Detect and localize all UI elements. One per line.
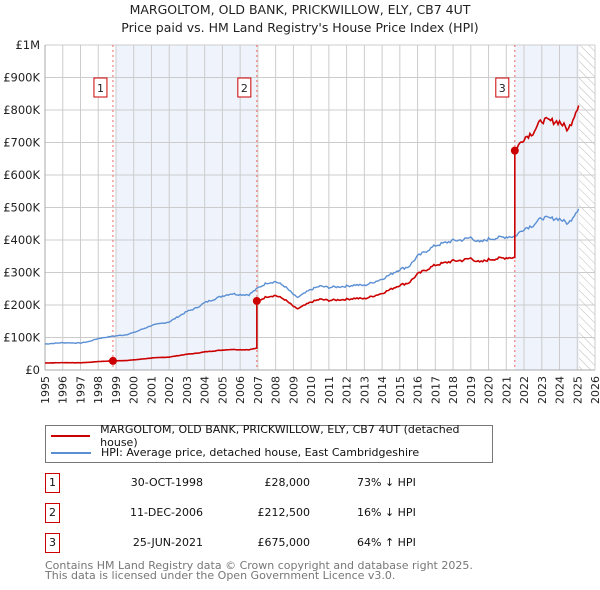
y-tick-label: £100K [3, 331, 40, 345]
transaction-price: £675,000 [257, 536, 311, 549]
x-tick-label: 2016 [412, 376, 425, 404]
x-tick-label: 2006 [234, 376, 247, 404]
transaction-date: 25-JUN-2021 [132, 536, 203, 549]
y-tick-label: £300K [3, 266, 40, 280]
y-tick-label: £500K [3, 201, 40, 215]
legend-swatch-hpi [51, 451, 91, 454]
transaction-price: £28,000 [264, 476, 311, 489]
footer-copyright: Contains HM Land Registry data © Crown c… [45, 559, 473, 572]
transaction-row: 2 11-DEC-2006 £212,500 16% ↓ HPI [45, 503, 465, 523]
chart-subtitle: Price paid vs. HM Land Registry's House … [121, 20, 479, 35]
x-tick-label: 2000 [128, 376, 141, 404]
hpi-line [44, 208, 580, 345]
sale-label-box [495, 77, 510, 98]
transaction-hpi-diff: 73% ↓ HPI [357, 476, 416, 489]
x-tick-label: 2019 [465, 376, 478, 404]
legend: MARGOLTOM, OLD BANK, PRICKWILLOW, ELY, C… [45, 423, 493, 463]
x-tick-label: 2015 [394, 376, 407, 404]
x-tick-label: 2012 [341, 376, 354, 404]
y-tick-label: £600K [3, 168, 40, 182]
y-tick-label: £900K [3, 71, 40, 85]
legend-item-property: MARGOLTOM, OLD BANK, PRICKWILLOW, ELY, C… [46, 423, 492, 449]
x-tick-label: 2008 [270, 376, 283, 404]
sale-label-box [237, 77, 252, 98]
x-tick-label: 2001 [145, 376, 158, 404]
x-tick-label: 2009 [287, 376, 300, 404]
x-tick-label: 2003 [181, 376, 194, 404]
transaction-date: 30-OCT-1998 [130, 476, 203, 489]
chart-title: MARGOLTOM, OLD BANK, PRICKWILLOW, ELY, C… [129, 2, 471, 17]
x-tick-label: 2018 [447, 376, 460, 404]
x-tick-label: 2002 [163, 376, 176, 404]
x-tick-label: 2014 [376, 376, 389, 404]
x-tick-label: 2023 [536, 376, 549, 404]
transaction-hpi-diff: 64% ↑ HPI [357, 536, 416, 549]
legend-label-property: MARGOLTOM, OLD BANK, PRICKWILLOW, ELY, C… [100, 422, 460, 449]
legend-swatch-property [51, 434, 91, 437]
transaction-row: 1 30-OCT-1998 £28,000 73% ↓ HPI [45, 473, 465, 493]
transaction-marker: 1 [45, 473, 60, 493]
y-tick-label: £0 [25, 363, 40, 377]
x-tick-label: 1996 [57, 376, 70, 404]
transaction-marker: 3 [45, 533, 60, 553]
transaction-marker: 2 [45, 503, 60, 523]
sale-point [108, 356, 117, 365]
y-tick-label: £700K [3, 136, 40, 150]
x-tick-label: 2024 [554, 376, 567, 404]
transaction-hpi-diff: 16% ↓ HPI [357, 506, 416, 519]
x-tick-label: 2026 [589, 376, 600, 404]
x-tick-label: 2021 [500, 376, 513, 404]
x-tick-label: 2022 [518, 376, 531, 404]
x-tick-label: 1997 [74, 376, 87, 404]
sale-label: 3 [499, 82, 506, 95]
y-tick-label: £400K [3, 233, 40, 247]
x-tick-label: 2010 [305, 376, 318, 404]
sale-point [252, 296, 261, 305]
y-tick-label: £1M [15, 38, 40, 52]
property-price-line [44, 105, 580, 364]
transaction-row: 3 25-JUN-2021 £675,000 64% ↑ HPI [45, 533, 465, 553]
y-tick-label: £800K [3, 103, 40, 117]
transaction-price: £212,500 [257, 506, 311, 519]
x-tick-label: 2011 [323, 376, 336, 404]
x-tick-label: 2017 [429, 376, 442, 404]
x-tick-label: 1998 [92, 376, 105, 404]
x-tick-label: 1995 [39, 376, 52, 404]
sale-label-box [93, 77, 108, 98]
x-tick-label: 2025 [571, 376, 584, 404]
transaction-date: 11-DEC-2006 [129, 506, 203, 519]
sale-point [510, 146, 519, 155]
sale-label: 2 [241, 82, 248, 95]
sale-label: 1 [97, 82, 104, 95]
footer-licence: This data is licensed under the Open Gov… [45, 569, 396, 582]
x-tick-label: 2004 [199, 376, 212, 404]
price-chart: 1995 1996 1997 1998 1999 2000 2001 2002 2003 2004… [3, 38, 600, 404]
x-tick-label: 2013 [358, 376, 371, 404]
x-tick-label: 2007 [252, 376, 265, 404]
legend-label-hpi: HPI: Average price, detached house, East… [101, 446, 420, 459]
x-tick-label: 1999 [110, 376, 123, 404]
y-tick-label: £200K [3, 298, 40, 312]
x-tick-label: 2020 [483, 376, 496, 404]
legend-item-hpi: HPI: Average price, detached house, East… [46, 444, 419, 461]
x-tick-label: 2005 [216, 376, 229, 404]
